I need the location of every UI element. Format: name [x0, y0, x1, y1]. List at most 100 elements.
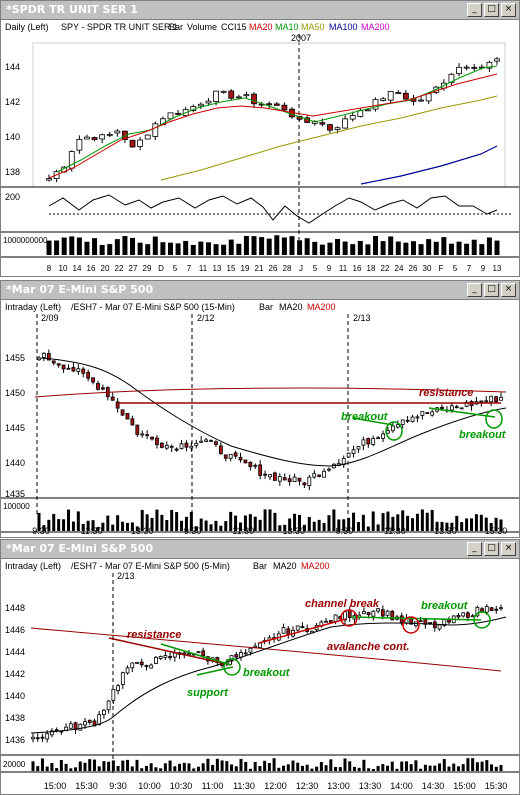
candle-body: [376, 608, 380, 612]
breakout-annotation: breakout: [459, 429, 507, 441]
avalanche-circle: [402, 616, 420, 634]
channel-break-circle: [340, 609, 358, 627]
volume-bar: [187, 763, 191, 771]
candle-body: [149, 664, 154, 669]
volume-bar: [376, 524, 380, 531]
volume-bar: [475, 762, 479, 771]
x-tick-label: 11:30: [233, 781, 255, 791]
candle-body: [46, 178, 52, 181]
volume-bar: [348, 761, 352, 771]
candle-body: [366, 437, 371, 445]
volume-bar: [485, 760, 489, 771]
volume-bar: [447, 766, 451, 771]
candle-body: [380, 98, 387, 101]
candle-body: [456, 66, 462, 75]
volume-bar: [36, 766, 40, 771]
volume-bar: [97, 766, 101, 771]
ma10-line: [56, 65, 498, 173]
volume-bar: [57, 519, 61, 531]
volume-bar: [302, 524, 306, 531]
volume-bar: [474, 514, 478, 531]
candle-body: [115, 401, 120, 409]
x-tick-label: 26: [269, 264, 278, 273]
candle-body: [399, 615, 404, 624]
volume-bar: [114, 239, 120, 255]
close-button[interactable]: ×: [501, 542, 516, 556]
candle-body: [425, 412, 430, 415]
volume-bar: [342, 519, 346, 531]
maximize-button[interactable]: □: [484, 542, 499, 556]
volume-bar: [194, 526, 198, 531]
candle-body: [179, 443, 184, 449]
emini-5min-titlebar[interactable]: *Mar 07 E-Mini S&P 500 _ □ ×: [1, 540, 519, 559]
volume-bar: [201, 763, 205, 771]
volume-bar: [111, 524, 115, 531]
volume-bar: [452, 763, 456, 771]
volume-bar: [99, 244, 105, 255]
candle-body: [197, 103, 204, 107]
maximize-button[interactable]: □: [484, 283, 499, 297]
spy-info-ma20: MA20: [249, 22, 273, 32]
x-tick-label: 9:30: [32, 526, 50, 536]
x-tick-label: 16: [87, 264, 96, 273]
volume-bar: [267, 763, 271, 771]
spy-window-titlebar[interactable]: *SPDR TR UNIT SER 1 _ □ ×: [1, 1, 519, 20]
volume-bar: [199, 518, 203, 531]
volume-bar: [64, 763, 68, 771]
candle-body: [371, 438, 376, 445]
minimize-button[interactable]: _: [467, 3, 482, 17]
volume-bar: [266, 238, 272, 255]
x-tick-label: 21: [255, 264, 264, 273]
candle-body: [287, 478, 292, 482]
close-button[interactable]: ×: [501, 283, 516, 297]
x-tick-label: 9:30: [109, 781, 127, 791]
volume-bar: [441, 237, 447, 255]
volume-bar: [182, 762, 186, 771]
minimize-button[interactable]: _: [467, 542, 482, 556]
candle-body: [239, 652, 243, 658]
candle-body: [349, 115, 356, 120]
volume-bar: [404, 761, 408, 771]
candle-body: [437, 624, 442, 630]
volume-bar: [130, 237, 136, 255]
volume-bar: [327, 515, 331, 531]
volume-bar: [149, 763, 153, 771]
candle-body: [292, 476, 297, 482]
candle-body: [307, 476, 312, 486]
m5-ytick: 1436: [5, 735, 25, 745]
candle-body: [449, 405, 454, 411]
x-tick-label: 9: [327, 264, 332, 273]
maximize-button[interactable]: □: [484, 3, 499, 17]
x-tick-label: 14: [73, 264, 82, 273]
candle-body: [277, 476, 282, 482]
candle-body: [46, 353, 51, 361]
candle-body: [233, 452, 238, 457]
resistance-annotation: resistance: [127, 629, 181, 641]
volume-bar: [211, 764, 215, 771]
volume-bar: [494, 517, 498, 531]
minimize-button[interactable]: _: [467, 283, 482, 297]
close-button[interactable]: ×: [501, 3, 516, 17]
spy-window-title: *SPDR TR UNIT SER 1: [6, 3, 138, 16]
candle-body: [385, 610, 390, 616]
volume-bar: [215, 758, 219, 771]
candle-body: [61, 364, 66, 370]
volume-bar: [111, 760, 115, 771]
candle-body: [158, 656, 163, 659]
candle-body: [81, 368, 86, 374]
candle-body: [494, 396, 498, 403]
volume-bar: [101, 522, 105, 531]
candle-body: [273, 472, 277, 481]
emini-15min-titlebar[interactable]: *Mar 07 E-Mini S&P 500 _ □ ×: [1, 281, 519, 300]
volume-bar: [347, 517, 351, 531]
x-tick-label: 28: [283, 264, 292, 273]
volume-bar: [310, 768, 314, 771]
ma20-line: [40, 357, 507, 467]
volume-bar: [230, 764, 234, 771]
volume-bar: [445, 522, 449, 531]
candle-body: [97, 714, 102, 726]
volume-bar: [130, 522, 134, 531]
volume-bar: [251, 236, 257, 255]
volume-bar: [121, 521, 125, 531]
candle-body: [106, 700, 111, 711]
